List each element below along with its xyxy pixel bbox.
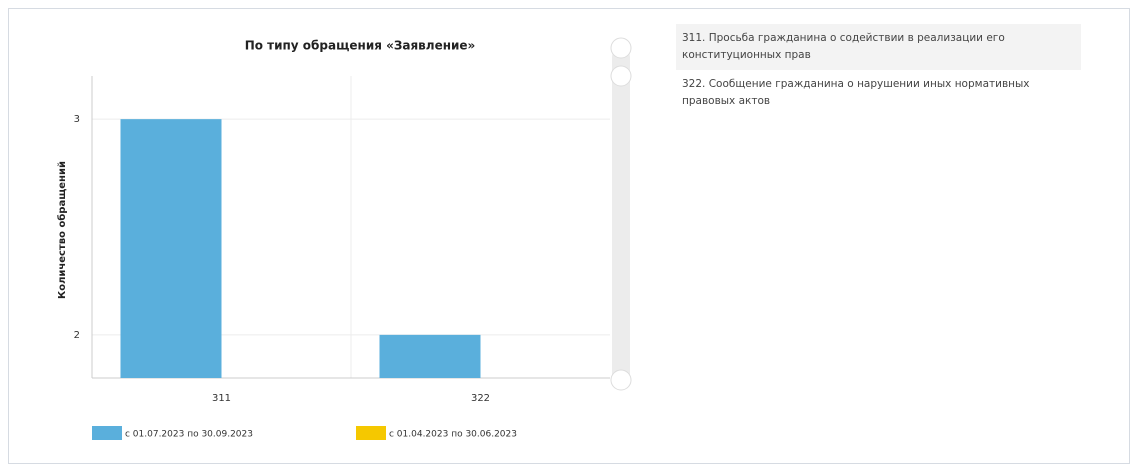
legend-label: с 01.04.2023 по 30.06.2023 — [389, 430, 517, 440]
legend-swatch — [356, 426, 386, 440]
y-tick-label: 3 — [74, 114, 80, 125]
x-tick-label: 322 — [471, 393, 490, 404]
scroll-handle-top[interactable] — [610, 65, 632, 87]
chart: По типу обращения «Заявление» Количество… — [56, 37, 632, 440]
category-list: 311. Просьба гражданина о содействии в р… — [676, 24, 1081, 116]
list-item[interactable]: 311. Просьба гражданина о содействии в р… — [676, 24, 1081, 70]
y-tick-label: 2 — [74, 330, 80, 341]
scroll-handle-bottom[interactable] — [610, 369, 632, 391]
bar — [120, 119, 222, 379]
legend-label: с 01.07.2023 по 30.09.2023 — [125, 430, 253, 440]
chart-title: По типу обращения «Заявление» — [245, 39, 476, 53]
list-item[interactable]: 322. Сообщение гражданина о нарушении ин… — [682, 78, 1030, 107]
x-tick-label: 311 — [212, 393, 231, 404]
legend-swatch — [92, 426, 122, 440]
scroll-button-up[interactable] — [610, 37, 632, 59]
panel-frame — [8, 8, 1130, 464]
scroll-track[interactable] — [612, 48, 630, 384]
y-axis-label: Количество обращений — [56, 161, 68, 299]
bar — [379, 334, 481, 378]
